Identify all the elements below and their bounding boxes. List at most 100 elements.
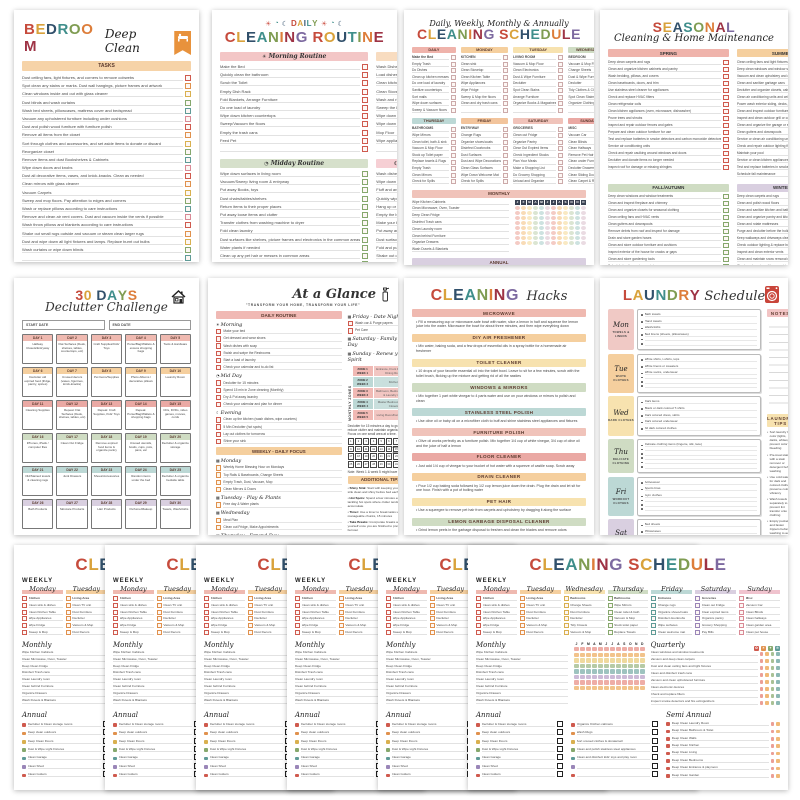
bullet-dot xyxy=(641,428,643,430)
task-row: Fluff and arrange pillows and cushions i… xyxy=(376,187,397,194)
task-label: Declutter and donate items no longer nee… xyxy=(608,158,722,163)
category-icon xyxy=(666,722,670,726)
task-row: Shake out or clean doormats if needed xyxy=(376,253,397,259)
task-row: Kitchen xyxy=(22,596,63,601)
checkbox xyxy=(216,524,222,531)
month-cell xyxy=(609,680,615,685)
task-row: Sweep and mop floors. Pay attention to e… xyxy=(22,197,191,204)
task-row: Water plants if needed xyxy=(220,244,369,251)
challenge-day-cell: DAY 6 Declutter old expired food (fridge… xyxy=(22,367,54,397)
weekly-label: WEEKLY xyxy=(295,578,327,584)
checkbox xyxy=(723,250,729,256)
checkbox xyxy=(519,602,525,608)
task-label: Empty Trash xyxy=(412,166,449,172)
task-row: Clean Sliding Doors xyxy=(568,173,594,178)
task-label: Clean out Fridge xyxy=(512,133,557,139)
task-label: Shine your sink xyxy=(223,439,342,445)
checkbox xyxy=(185,156,191,163)
task-label: Clean Sliding Doors xyxy=(568,173,594,178)
task-row: Check for Spills xyxy=(460,179,508,185)
task-label: Deep Clean Bathroom & Toilet xyxy=(671,728,769,734)
task-row: Dust ceiling fans, light fixtures, and c… xyxy=(22,75,191,81)
day-header: Monday xyxy=(113,585,154,594)
item-label xyxy=(644,509,758,511)
calendar-day-cell: 6 xyxy=(385,438,393,445)
calendar-note: Note: Week 1 & week 5 might have a few d… xyxy=(347,469,398,474)
task-label: Clean and disinfect kids' toys and play … xyxy=(576,755,651,761)
checkbox xyxy=(563,616,569,622)
month-cell xyxy=(527,240,532,245)
hack-text: Use olive oil or baby oil on a microfibe… xyxy=(416,419,582,424)
checkbox xyxy=(216,465,222,471)
task-row: Organize pantry xyxy=(695,616,737,622)
checkbox xyxy=(770,773,775,778)
season-header: SUMMER xyxy=(736,49,788,57)
monthly-task: Clean Microwave, Oven, Toaster xyxy=(22,658,114,663)
checkbox xyxy=(502,146,508,152)
task-label xyxy=(576,767,651,769)
checkbox xyxy=(185,197,191,204)
task-label: Clean toilet, bath & sink xyxy=(412,140,449,145)
checkbox xyxy=(156,623,162,629)
routine-section: ◔ Midday Routine Wipe down surfaces in l… xyxy=(220,159,369,262)
quarterly-task-row: Clean and disinfect trash cans xyxy=(650,672,780,677)
task-label: Dust & Wipe Light Fixtures xyxy=(27,747,102,752)
task-row: Wash or replace pillows according to car… xyxy=(22,206,191,212)
checkbox xyxy=(723,136,729,142)
task-label: Power wash exterior siding, decks, and p… xyxy=(736,102,788,107)
task-label: Deep clean outdoors xyxy=(300,730,375,736)
day-column: Monday Kitchen Clean sink & dishes Clean… xyxy=(386,585,427,637)
task-row xyxy=(512,107,564,113)
month-cell xyxy=(615,652,621,657)
quarterly-section: Quarterly ✿☀✦❄ Clean windows and window … xyxy=(650,641,780,707)
quarterly-task-row: Clean windows and window treatments xyxy=(650,651,780,656)
checkbox xyxy=(651,596,657,601)
task-row: Declutter for 15 minutes xyxy=(216,380,342,386)
month-checkbox-row xyxy=(574,674,645,680)
task-row: Clean Mirrors xyxy=(412,173,456,178)
category-icon xyxy=(571,723,575,727)
task-row: Dust & Wipe Furniture xyxy=(568,75,594,80)
task-label: Clean Shed xyxy=(391,764,466,769)
task-label: Load dishes into dishwasher xyxy=(376,72,397,79)
month-cell xyxy=(633,686,639,691)
checkbox xyxy=(216,431,222,438)
weekly-label: WEEKLY xyxy=(113,578,145,584)
task-row: Feed Pet xyxy=(220,137,369,144)
task-row: Clean and polish wood floors xyxy=(736,201,788,207)
checkbox xyxy=(651,602,657,608)
month-cell xyxy=(563,220,568,225)
annual-task-row: Clean Garage xyxy=(386,754,474,761)
month-cell xyxy=(551,225,556,230)
task-row xyxy=(376,146,397,152)
day-task: Skincare Products xyxy=(59,507,85,511)
month-cell xyxy=(627,646,633,652)
annual-task-row: Declutter & Clean storage rooms xyxy=(22,720,110,727)
checkbox xyxy=(429,609,435,615)
checkbox xyxy=(558,152,564,158)
semi-annual-header: Semi Annual xyxy=(666,710,712,719)
task-label: Check and replace HVAC filters xyxy=(608,95,722,100)
season-list: Deep clean carpets and rugs Clean and or… xyxy=(608,60,729,170)
task-label: Wipe Appliances xyxy=(392,616,427,622)
month-letter: A xyxy=(593,641,596,646)
task-label: Clean Hallways xyxy=(568,146,594,152)
challenge-day-cell: DAY 23 Shoes/Accessories xyxy=(90,466,123,496)
checkbox xyxy=(695,609,701,615)
task-label: Vacuum & Mop Floor xyxy=(412,146,449,152)
checkbox xyxy=(216,343,222,349)
checkbox xyxy=(723,243,729,249)
day-label: DAY 11 xyxy=(23,401,53,407)
task-label: Deep Clean Living xyxy=(671,750,769,756)
task-row: Make the Bed xyxy=(412,55,456,61)
season-section: FALL/AUTUMN Deep clean windows and windo… xyxy=(608,183,729,265)
month-cell xyxy=(591,646,597,652)
task-label: Dust Decors xyxy=(436,630,471,635)
task-label: Clean up any pet hair or messes in commo… xyxy=(220,253,361,259)
tip-item: Empty pockets and fasten zippers before … xyxy=(767,519,788,535)
monthly-task: Clean behind Furniture xyxy=(476,685,568,691)
checkbox xyxy=(362,203,369,210)
monthly-task: Organize Drawers xyxy=(412,240,509,246)
task-row: Empty Trash, Dust, Vacuum, Mop xyxy=(216,479,342,485)
bullet-dot xyxy=(641,334,643,337)
